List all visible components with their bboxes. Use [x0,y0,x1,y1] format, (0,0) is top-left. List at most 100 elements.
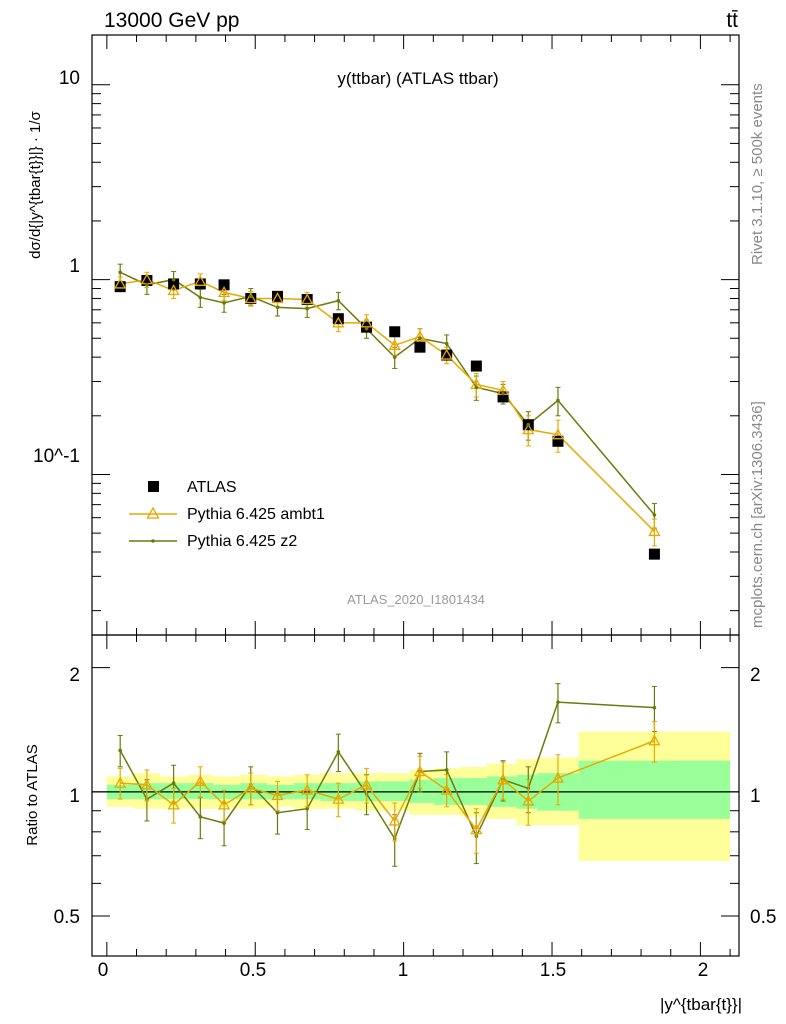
ambt1-point [217,286,231,298]
main-title: y(ttbar) (ATLAS ttbar) [337,69,498,88]
ambt1-point [301,293,314,305]
z2-point [248,294,253,299]
ratio-data-marks [92,683,739,867]
ratio-point-z2 [556,700,560,704]
y-tick-label-10: 10 [59,68,80,89]
z2-point [526,422,531,427]
atlas-point [114,281,126,293]
ratio-point-z2 [198,814,203,819]
ambt1-point [244,292,257,304]
atlas-point [389,326,401,338]
z2-point [392,355,397,359]
main-data-marks [114,263,661,560]
atlas-point [497,391,509,403]
watermark-label: ATLAS_2020_I1801434 [347,592,485,607]
z2-point [444,341,449,346]
x-tick-label-2: 2 [698,960,709,981]
ratio-point-ambt1 [114,776,127,788]
z2-point [275,305,280,310]
ratio-point-ambt1 [301,783,314,795]
ratio-axes [91,634,740,957]
atlas-point [441,349,453,361]
atlas-point [218,279,230,291]
ratio-point-z2 [444,768,449,772]
ratio-point-z2 [305,806,309,811]
ratio-point-z2 [336,750,341,754]
uncertainty-band-inner [382,781,410,802]
ratio-point-ambt1 [496,773,510,785]
ratio-point-ambt1 [140,778,154,790]
ratio-y-axis-label: Ratio to ATLAS [24,744,41,845]
ratio-point-z2 [118,748,122,753]
ratio-point-ambt1 [194,775,207,787]
ambt1-point [271,292,284,304]
legend-atlas-marker [148,481,159,492]
legend-ambt1-label: Pythia 6.425 ambt1 [187,506,325,523]
z2-point [305,306,309,311]
atlas-point [470,360,482,372]
legend-z2-label: Pythia 6.425 z2 [187,533,297,550]
ambt1-point [413,330,427,342]
atlas-point [245,292,257,304]
ratio-y-tick-0.5-right: 0.5 [750,907,776,928]
ratio-point-ambt1 [167,798,180,810]
ratio-point-z2 [171,781,176,785]
x-tick-label-0.5: 0.5 [240,960,266,981]
ratio-point-z2 [275,810,280,815]
x-tick-label-0: 0 [98,960,109,981]
z2-point [501,391,505,396]
ratio-y-tick-2-left: 2 [69,665,80,686]
ratio-point-z2 [222,821,226,825]
ratio-point-ambt1 [470,823,483,835]
ratio-y-tick-2-right: 2 [750,665,761,686]
ambt1-point [648,525,661,537]
z2-point [198,295,203,300]
energy-label: 13000 GeV pp [104,9,239,32]
main-panel: y(ttbar) (ATLAS ttbar) ATLAS_2020_I18014… [27,34,740,636]
ratio-point-ambt1 [413,765,427,777]
z2-point [474,385,479,390]
legend: ATLAS Pythia 6.425 ambt1 Pythia 6.425 z2 [129,479,325,550]
ratio-point-ambt1 [440,783,453,795]
legend-ambt1-marker [146,506,160,519]
ambt1-point [440,348,453,360]
y-tick-label-0.1: 10^-1 [33,446,80,467]
x-axis-label: |y^{tbar{t}}| [660,995,742,1014]
x-tick-label-1: 1 [398,960,409,981]
z2-point [556,398,560,403]
ratio-y-tick-1-right: 1 [750,786,761,807]
ambt1-point [551,428,565,440]
y-tick-label-1: 1 [69,256,80,277]
atlas-point [301,294,313,306]
z2-point [145,283,149,287]
ratio-point-z2 [652,705,657,710]
ratio-frame [91,634,740,957]
z2-point [418,336,422,341]
uncertainty-band-inner [578,760,731,819]
process-label: tt̄ [726,9,738,32]
z2-point [364,326,369,331]
atlas-point [168,278,180,290]
ambt1-point [360,316,373,328]
ambt1-point [522,423,535,435]
atlas-point [648,548,660,560]
z2-point [222,301,226,305]
rivet-version-label: Rivet 3.1.10, ≥ 500k events [749,83,766,265]
legend-atlas-label: ATLAS [187,479,237,496]
ratio-y-tick-0.5-left: 0.5 [54,907,80,928]
ratio-point-ambt1 [332,792,345,804]
ratio-point-ambt1 [388,814,401,826]
ratio-point-ambt1 [648,734,661,746]
atlas-point [141,274,153,286]
ratio-point-ambt1 [551,771,565,783]
atlas-point [414,341,426,353]
ambt1-point [194,274,207,286]
ambt1-point [332,316,345,328]
atlas-point [552,435,564,447]
ambt1-point [114,277,127,289]
legend-z2-marker [151,539,155,543]
z2-point [118,270,122,275]
ratio-point-ambt1 [271,789,284,801]
ambt1-point [167,284,180,296]
